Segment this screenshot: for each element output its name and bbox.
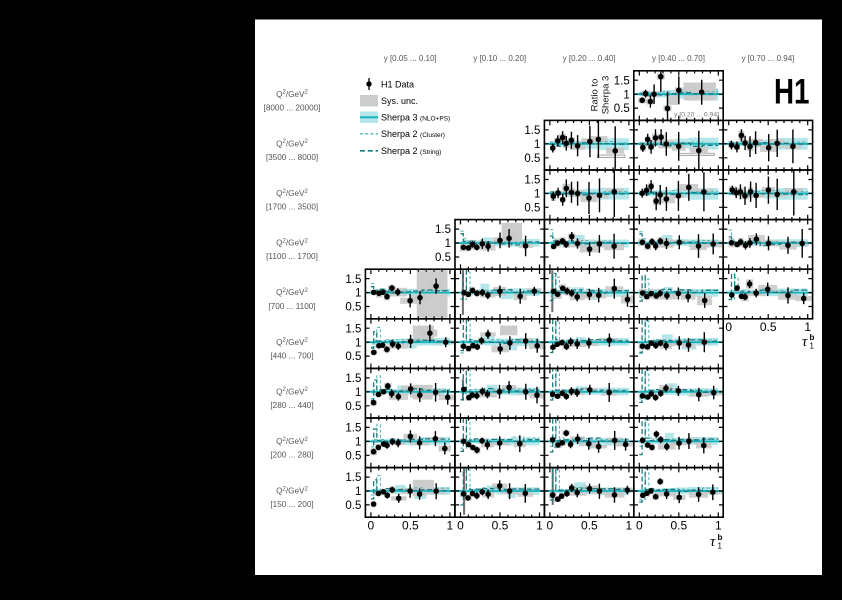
svg-text:y [0.10 ... 0.20]: y [0.10 ... 0.20] bbox=[473, 54, 526, 63]
svg-text:Q2/GeV2: Q2/GeV2 bbox=[276, 189, 308, 198]
svg-text:0.5: 0.5 bbox=[614, 103, 630, 115]
svg-text:τ: τ bbox=[710, 534, 716, 550]
svg-text:τ: τ bbox=[802, 334, 808, 350]
svg-text:[1100 ... 1700]: [1100 ... 1700] bbox=[266, 252, 318, 261]
svg-text:0: 0 bbox=[457, 519, 464, 533]
svg-text:b: b bbox=[810, 333, 815, 342]
svg-text:Sherpa 3: Sherpa 3 bbox=[601, 76, 612, 115]
svg-text:b: b bbox=[718, 533, 723, 542]
svg-text:1: 1 bbox=[355, 486, 361, 498]
svg-text:H1: H1 bbox=[774, 73, 810, 112]
svg-text:0.5: 0.5 bbox=[760, 320, 777, 334]
svg-text:y [0.70 ... 0.94]: y [0.70 ... 0.94] bbox=[741, 54, 794, 63]
svg-text:[3500 ... 8000]: [3500 ... 8000] bbox=[266, 153, 318, 162]
svg-text:Q2/GeV2: Q2/GeV2 bbox=[276, 238, 308, 247]
svg-text:0.5: 0.5 bbox=[345, 351, 361, 363]
svg-text:Q2/GeV2: Q2/GeV2 bbox=[276, 387, 308, 396]
svg-text:1: 1 bbox=[804, 320, 811, 334]
svg-text:1.5: 1.5 bbox=[524, 175, 540, 187]
svg-text:Sherpa 2 (Cluster): Sherpa 2 (Cluster) bbox=[381, 129, 445, 139]
svg-text:Q2/GeV2: Q2/GeV2 bbox=[276, 139, 308, 148]
svg-text:1: 1 bbox=[355, 288, 361, 300]
svg-text:Sherpa 3 (NLO+PS): Sherpa 3 (NLO+PS) bbox=[381, 113, 450, 123]
svg-text:1: 1 bbox=[534, 139, 540, 151]
svg-text:1: 1 bbox=[355, 337, 361, 349]
svg-text:Q2/GeV2: Q2/GeV2 bbox=[276, 288, 308, 297]
svg-text:1.5: 1.5 bbox=[345, 373, 361, 385]
svg-text:1: 1 bbox=[355, 437, 361, 449]
svg-text:[8000 ... 20000]: [8000 ... 20000] bbox=[264, 103, 321, 112]
svg-text:0.5: 0.5 bbox=[524, 202, 540, 214]
svg-text:1.5: 1.5 bbox=[435, 224, 451, 236]
svg-text:1.5: 1.5 bbox=[345, 423, 361, 435]
svg-text:y [0.05 ... 0.10]: y [0.05 ... 0.10] bbox=[384, 54, 437, 63]
svg-text:Q2/GeV2: Q2/GeV2 bbox=[276, 437, 308, 446]
svg-text:1: 1 bbox=[445, 238, 451, 250]
svg-text:0.5: 0.5 bbox=[492, 519, 509, 533]
svg-text:0.5: 0.5 bbox=[402, 519, 419, 533]
svg-text:Ratio to: Ratio to bbox=[590, 79, 601, 112]
svg-text:1.5: 1.5 bbox=[345, 323, 361, 335]
svg-text:y [0.20 ... 0.40]: y [0.20 ... 0.40] bbox=[563, 54, 616, 63]
svg-text:0.5: 0.5 bbox=[345, 450, 361, 462]
svg-text:Q2/GeV2: Q2/GeV2 bbox=[276, 90, 308, 99]
svg-text:0.5: 0.5 bbox=[670, 519, 687, 533]
svg-text:1: 1 bbox=[623, 89, 629, 101]
svg-text:0.5: 0.5 bbox=[581, 519, 598, 533]
svg-text:1: 1 bbox=[810, 342, 815, 351]
svg-text:[280 ... 440]: [280 ... 440] bbox=[270, 401, 313, 410]
svg-text:1: 1 bbox=[355, 387, 361, 399]
svg-text:Sherpa 2 (String): Sherpa 2 (String) bbox=[381, 146, 441, 156]
svg-text:y [0.40 ... 0.70]: y [0.40 ... 0.70] bbox=[652, 54, 705, 63]
svg-text:0.5: 0.5 bbox=[345, 500, 361, 512]
svg-text:0.5: 0.5 bbox=[435, 252, 451, 264]
svg-text:0: 0 bbox=[547, 519, 554, 533]
svg-text:H1 Data: H1 Data bbox=[381, 80, 414, 90]
svg-text:[200 ... 280]: [200 ... 280] bbox=[270, 451, 313, 460]
svg-text:y [0.20 ... 0.94]: y [0.20 ... 0.94] bbox=[674, 112, 719, 119]
svg-text:Q2/GeV2: Q2/GeV2 bbox=[276, 338, 308, 347]
svg-text:1: 1 bbox=[534, 189, 540, 201]
svg-text:0: 0 bbox=[368, 519, 375, 533]
svg-text:0: 0 bbox=[636, 519, 643, 533]
svg-text:1.5: 1.5 bbox=[345, 274, 361, 286]
svg-text:Sys. unc.: Sys. unc. bbox=[381, 96, 418, 106]
svg-text:0.5: 0.5 bbox=[345, 302, 361, 314]
svg-text:1: 1 bbox=[715, 519, 722, 533]
svg-text:1.5: 1.5 bbox=[614, 75, 630, 87]
svg-text:1.5: 1.5 bbox=[524, 125, 540, 137]
svg-text:1: 1 bbox=[536, 519, 543, 533]
svg-text:1: 1 bbox=[447, 519, 454, 533]
svg-text:Q2/GeV2: Q2/GeV2 bbox=[276, 486, 308, 495]
svg-text:[440 ... 700]: [440 ... 700] bbox=[270, 351, 313, 360]
svg-text:[700 ... 1100]: [700 ... 1100] bbox=[268, 302, 315, 311]
svg-text:1.5: 1.5 bbox=[345, 472, 361, 484]
svg-text:0.5: 0.5 bbox=[524, 153, 540, 165]
svg-text:0.5: 0.5 bbox=[345, 401, 361, 413]
svg-text:[1700 ... 3500]: [1700 ... 3500] bbox=[266, 203, 318, 212]
svg-text:1: 1 bbox=[718, 542, 723, 551]
svg-text:[150 ... 200]: [150 ... 200] bbox=[270, 500, 313, 509]
svg-text:1: 1 bbox=[626, 519, 633, 533]
svg-text:0: 0 bbox=[725, 320, 732, 334]
